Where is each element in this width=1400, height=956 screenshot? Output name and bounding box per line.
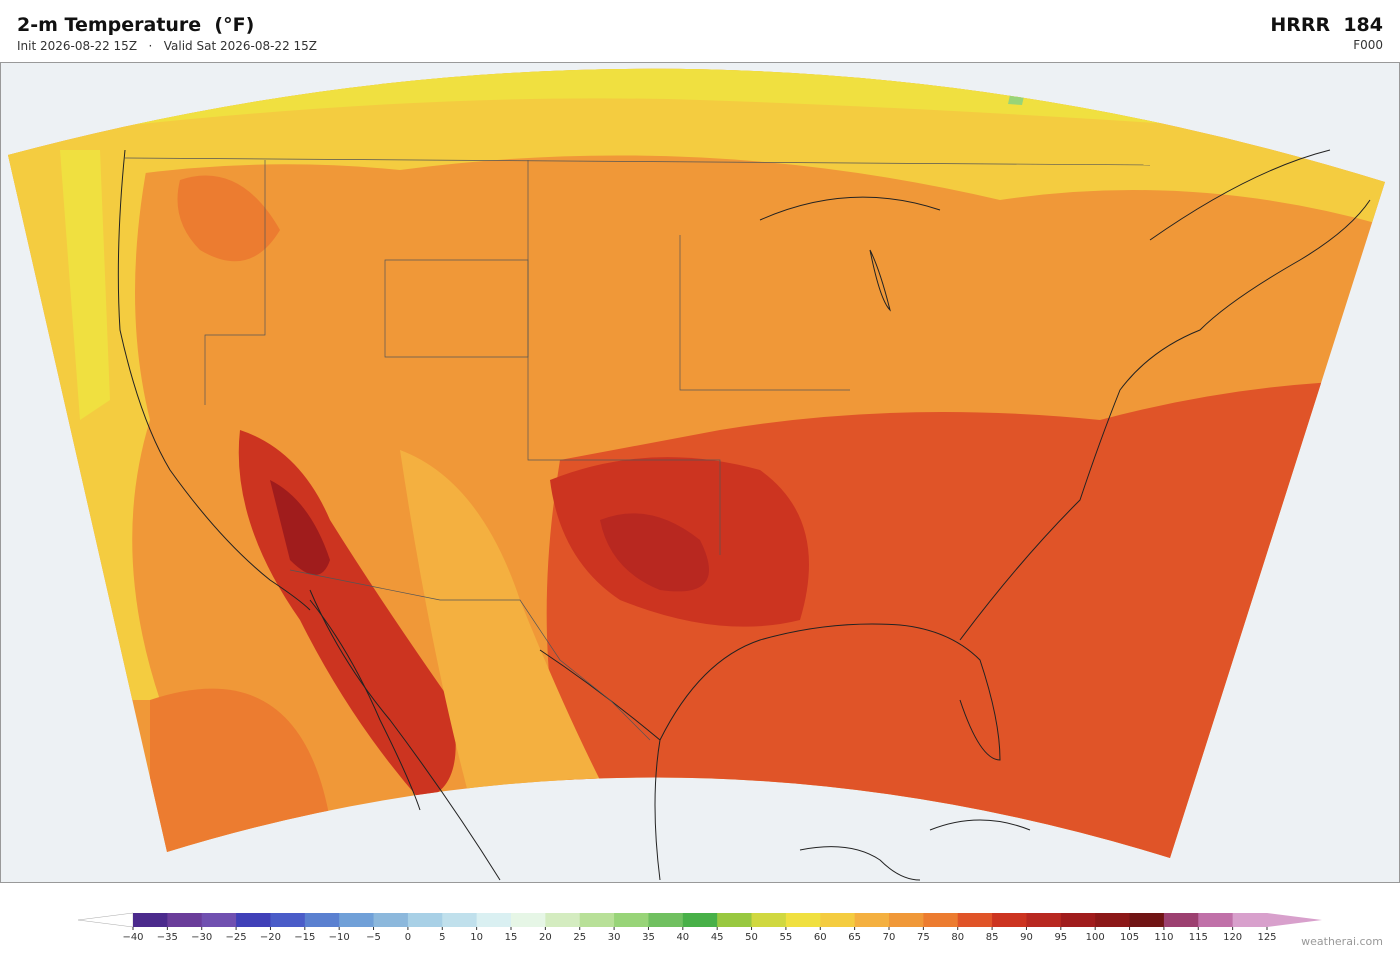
map-title: 2-m Temperature (°F) xyxy=(17,14,255,36)
colorbar-tick-label: 40 xyxy=(676,932,689,943)
map-subtitle: Init 2026-08-22 15Z · Valid Sat 2026-08-… xyxy=(17,39,318,53)
colorbar-tick-label: 85 xyxy=(986,932,999,943)
colorbar-over xyxy=(1267,913,1322,927)
colorbar-segment xyxy=(442,913,478,927)
coastlines xyxy=(117,149,1371,881)
colorbar-segment xyxy=(373,913,409,927)
colorbar-segment xyxy=(511,913,546,927)
colorbar-tick-label: 50 xyxy=(745,932,758,943)
colorbar-segment xyxy=(957,913,993,927)
colorbar-segment xyxy=(201,913,237,927)
colorbar-segment xyxy=(854,913,890,927)
colorbar-tick-label: 120 xyxy=(1223,932,1242,943)
colorbar-segment xyxy=(304,913,340,927)
colorbar-tick-label: 95 xyxy=(1054,932,1067,943)
colorbar-segment xyxy=(407,913,443,927)
colorbar-tick-label: 115 xyxy=(1189,932,1208,943)
colorbar-tick-label: 110 xyxy=(1154,932,1173,943)
colorbar-segment xyxy=(614,913,649,927)
colorbar-tick-label: −10 xyxy=(329,932,350,943)
colorbar-segment xyxy=(167,913,203,927)
colorbar-segment xyxy=(1198,913,1234,927)
colorbar-segment xyxy=(133,913,168,927)
colorbar-tick-label: −15 xyxy=(294,932,315,943)
colorbar-segment xyxy=(270,913,306,927)
colorbar-segment xyxy=(751,913,787,927)
colorbar-tick-label: 30 xyxy=(608,932,621,943)
colorbar-segment xyxy=(923,913,959,927)
colorbar-segment xyxy=(1095,913,1131,927)
model-label: HRRR 184 xyxy=(1270,14,1383,36)
colorbar-tick-label: −40 xyxy=(122,932,143,943)
colorbar-tick-label: 60 xyxy=(814,932,827,943)
colorbar-tick-label: 90 xyxy=(1020,932,1033,943)
watermark: weatherai.com xyxy=(1301,935,1383,948)
colorbar-tick-label: 105 xyxy=(1120,932,1139,943)
colorbar-segment xyxy=(1232,913,1268,927)
colorbar-tick-label: −5 xyxy=(366,932,381,943)
colorbar-tick-label: 70 xyxy=(883,932,896,943)
colorbar-segment xyxy=(476,913,512,927)
colorbar-segment xyxy=(992,913,1027,927)
colorbar-tick-label: 35 xyxy=(642,932,655,943)
colorbar-segment xyxy=(1163,913,1199,927)
colorbar-segment xyxy=(1129,913,1165,927)
colorbar-tick-label: 65 xyxy=(848,932,861,943)
colorbar-tick-label: 20 xyxy=(539,932,552,943)
colorbar-segment xyxy=(1060,913,1096,927)
colorbar-tick-label: 45 xyxy=(711,932,724,943)
colorbar-segment xyxy=(820,913,856,927)
colorbar-tick-label: −35 xyxy=(157,932,178,943)
colorbar-tick-label: 80 xyxy=(951,932,964,943)
colorbar-segment xyxy=(339,913,375,927)
colorbar-segment xyxy=(1026,913,1062,927)
colorbar-segment xyxy=(545,913,581,927)
colorbar-tick-label: 100 xyxy=(1086,932,1105,943)
colorbar-tick-label: 55 xyxy=(780,932,793,943)
colorbar-segment xyxy=(648,913,684,927)
colorbar-tick-label: 10 xyxy=(470,932,483,943)
colorbar-under xyxy=(77,912,134,928)
colorbar-tick-label: 15 xyxy=(505,932,518,943)
forecast-hour: F000 xyxy=(1353,38,1383,52)
colorbar-tick-label: −30 xyxy=(191,932,212,943)
colorbar-segment xyxy=(889,913,924,927)
borders xyxy=(124,157,1151,741)
colorbar-tick-label: 5 xyxy=(439,932,445,943)
colorbar-tick-label: 25 xyxy=(573,932,586,943)
colorbar-tick-label: −25 xyxy=(226,932,247,943)
colorbar-segment xyxy=(579,913,615,927)
colorbar-tick-label: 0 xyxy=(405,932,411,943)
colorbar-tick-label: 125 xyxy=(1257,932,1276,943)
temperature-field xyxy=(8,68,1385,858)
colorbar-segment xyxy=(785,913,821,927)
colorbar-segment xyxy=(682,913,718,927)
colorbar-segment xyxy=(717,913,753,927)
colorbar-tick-label: −20 xyxy=(260,932,281,943)
colorbar: −40 −35 −30 −25 −20 −15 −10 −5 0 5 10 15 20 25 30 35 40 4… xyxy=(77,912,1322,943)
colorbar-segment xyxy=(236,913,271,927)
colorbar-tick-label: 75 xyxy=(917,932,930,943)
